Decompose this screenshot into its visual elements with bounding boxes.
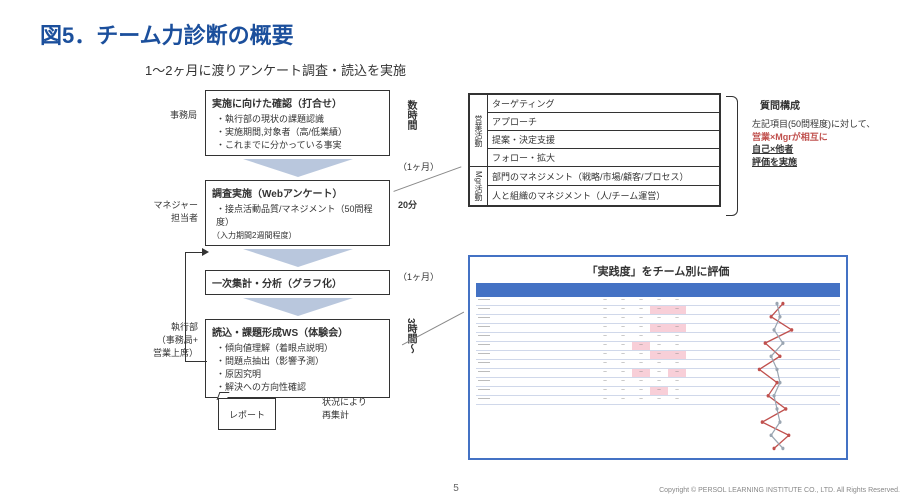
- eval-panel: 「実践度」をチーム別に評価 ——–––––——–––––——–––––——–––…: [468, 255, 848, 460]
- recount-label: 状況により 再集計: [322, 395, 367, 421]
- q-line: 営業×Mgrが相互に: [752, 132, 828, 142]
- tbl-side-sales: 営業活動: [470, 95, 488, 167]
- arrow-down-icon: [243, 298, 353, 316]
- proc2-item: 接点活動品質/マネジメント（50問程度）: [216, 202, 383, 228]
- proc4-item: 解決への方向性確認: [216, 380, 383, 393]
- q-note: 左記項目(50問程度)に対して、 営業×Mgrが相互に 自己×他者 評価を実施: [752, 118, 875, 168]
- page-title: 図5．チーム力診断の概要: [40, 18, 294, 50]
- subtitle: 1～2ヶ月に渡りアンケート調査・読込を実施: [145, 60, 406, 79]
- tbl-cell: フォロー・拡大: [488, 149, 720, 167]
- left-label-1: 事務局: [143, 108, 197, 121]
- activity-table: 営業活動 ターゲティング アプローチ 提案・決定支援 フォロー・拡大 Mgr活動…: [468, 93, 721, 207]
- tbl-cell: 人と組織のマネジメント（人/チーム運営）: [488, 186, 720, 205]
- proc4-item: 傾向値理解（着眼点説明）: [216, 341, 383, 354]
- v-label-1: 数時間: [403, 100, 418, 130]
- process-column: 実施に向けた確認（打合せ） 執行部の現状の課題認識 実施期間,対象者（高/低業績…: [205, 90, 390, 401]
- q-line: 評価を実施: [752, 157, 797, 167]
- arrow-down-icon: [243, 249, 353, 267]
- duration-1: （1ヶ月）: [398, 160, 439, 173]
- copyright: Copyright © PERSOL LEARNING INSTITUTE CO…: [659, 487, 900, 494]
- tbl-cell: 部門のマネジメント（戦略/市場/顧客/プロセス）: [488, 167, 720, 186]
- proc4-hdr: 読込・課題形成WS（体験会）: [212, 324, 383, 339]
- q-line: 自己×他者: [752, 144, 793, 154]
- proc4-item: 原因究明: [216, 367, 383, 380]
- tbl-cell: アプローチ: [488, 113, 720, 131]
- q-line: 左記項目(50問程度)に対して、: [752, 119, 875, 129]
- proc2-hdr: 調査実施（Webアンケート）: [212, 185, 383, 200]
- proc1-item: これまでに分かっている事実: [216, 138, 383, 151]
- q-title: 質問構成: [760, 97, 800, 112]
- eval-title: 「実践度」をチーム別に評価: [476, 263, 840, 279]
- proc4-item: 問題点抽出（影響予測）: [216, 354, 383, 367]
- left-label-2: マネジャー 担当者: [130, 198, 198, 224]
- callout-line-icon: [393, 166, 468, 211]
- proc-box-3: 一次集計・分析（グラフ化）: [205, 270, 390, 295]
- proc-box-4: 読込・課題形成WS（体験会） 傾向値理解（着眼点説明） 問題点抽出（影響予測） …: [205, 319, 390, 398]
- proc1-hdr: 実施に向けた確認（打合せ）: [212, 95, 383, 110]
- eval-chart: ——–––––——–––––——–––––——–––––——–––––——–––…: [476, 283, 840, 455]
- eval-header: [476, 283, 840, 297]
- proc-box-2: 調査実施（Webアンケート） 接点活動品質/マネジメント（50問程度） （入力期…: [205, 180, 390, 246]
- bracket-right-icon: [726, 96, 738, 216]
- tbl-cell: ターゲティング: [488, 95, 720, 113]
- loop-arrow-icon: [185, 252, 207, 362]
- proc3-hdr: 一次集計・分析（グラフ化）: [212, 275, 383, 290]
- proc1-item: 実施期間,対象者（高/低業績）: [216, 125, 383, 138]
- tbl-cell: 提案・決定支援: [488, 131, 720, 149]
- duration-2: （1ヶ月）: [398, 270, 439, 283]
- proc2-note: （入力期間2週間程度）: [212, 230, 383, 241]
- proc-box-1: 実施に向けた確認（打合せ） 執行部の現状の課題認識 実施期間,対象者（高/低業績…: [205, 90, 390, 156]
- report-box: レポート: [218, 398, 276, 430]
- arrow-down-icon: [243, 159, 353, 177]
- eval-line-chart: [718, 297, 836, 455]
- proc1-item: 執行部の現状の課題認識: [216, 112, 383, 125]
- tbl-side-mgr: Mgr活動: [470, 167, 488, 206]
